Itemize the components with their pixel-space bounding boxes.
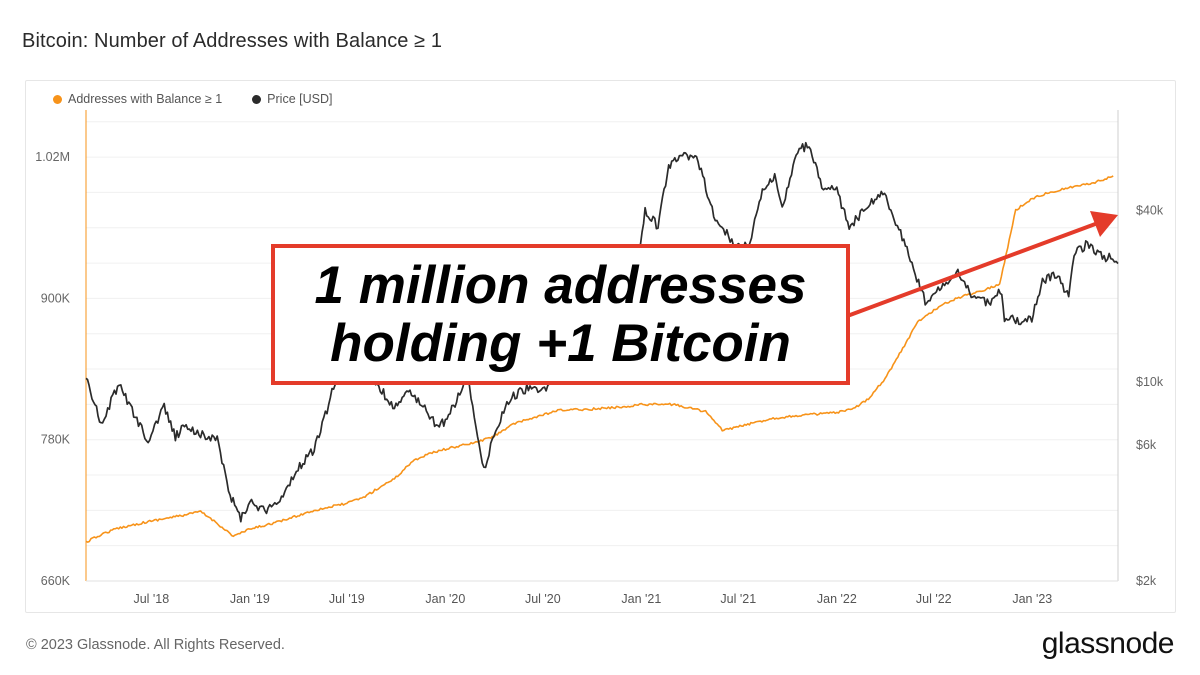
x-tick-label: Jan '23 — [1012, 592, 1052, 606]
callout-line-1: 1 million addresses — [314, 255, 807, 315]
x-tick-label: Jan '22 — [817, 592, 857, 606]
legend-label-addresses: Addresses with Balance ≥ 1 — [68, 92, 223, 106]
y-right-tick-label: $40k — [1136, 203, 1164, 217]
y-right-tick-label: $2k — [1136, 574, 1157, 588]
y-left-tick-label: 660K — [41, 574, 71, 588]
legend-swatch-price — [252, 94, 262, 104]
annotation-callout: 1 million addresses holding +1 Bitcoin — [271, 244, 850, 385]
y-left-tick-label: 900K — [41, 291, 71, 305]
x-tick-label: Jul '20 — [525, 592, 561, 606]
annotation-arrow-line — [848, 221, 1100, 317]
page-title: Bitcoin: Number of Addresses with Balanc… — [22, 30, 443, 52]
y-left-tick-label: 1.02M — [35, 150, 70, 164]
x-tick-label: Jan '20 — [425, 592, 465, 606]
x-tick-label: Jul '18 — [133, 592, 169, 606]
x-tick-label: Jan '21 — [621, 592, 661, 606]
callout-line-2: holding +1 Bitcoin — [330, 313, 791, 373]
chart-legend: Addresses with Balance ≥ 1 Price [USD] — [53, 92, 332, 106]
x-tick-label: Jul '22 — [916, 592, 952, 606]
x-tick-label: Jul '21 — [720, 592, 756, 606]
y-right-tick-label: $6k — [1136, 438, 1157, 452]
legend-swatch-addresses — [53, 94, 62, 104]
legend-item-price[interactable]: Price [USD] — [252, 92, 332, 106]
y-left-tick-label: 780K — [41, 433, 71, 447]
annotation-arrow-head — [1090, 211, 1118, 237]
annotation-arrow-layer — [848, 211, 1118, 317]
chart-frame — [25, 80, 1176, 613]
legend-label-price: Price [USD] — [267, 92, 333, 106]
series-line-addresses — [85, 175, 1114, 543]
glassnode-logo[interactable]: glassnode — [1041, 627, 1175, 660]
axes — [85, 110, 1119, 582]
x-tick-label: Jul '19 — [329, 592, 365, 606]
y-right-tick-label: $10k — [1136, 375, 1164, 389]
legend-item-addresses[interactable]: Addresses with Balance ≥ 1 — [53, 92, 222, 106]
x-tick-label: Jan '19 — [230, 592, 270, 606]
footer-copyright: © 2023 Glassnode. All Rights Reserved. — [26, 637, 285, 653]
tick-labels: 660K 780K 900K 1.02M $2k $6k $10k $40k Jul '18 Ja… — [35, 150, 1164, 606]
